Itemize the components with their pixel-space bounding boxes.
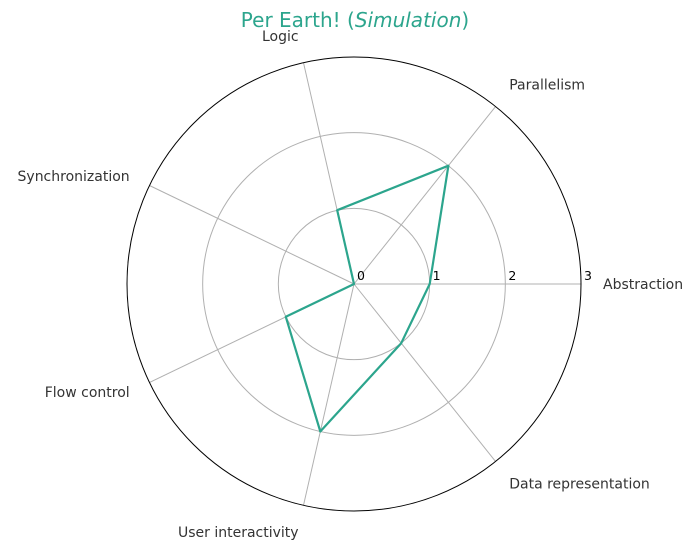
axis-label-flow-control: Flow control [45, 385, 130, 401]
axis-label-logic: Logic [262, 29, 299, 45]
chart-title-close: ) [461, 8, 469, 32]
chart-title-main: Per Earth! ( [241, 8, 355, 32]
series-layer [284, 164, 450, 433]
axis-label-user-interactivity: User interactivity [178, 525, 299, 541]
axis-label-abstraction: Abstraction [603, 277, 683, 293]
axis-label-parallelism: Parallelism [509, 77, 585, 93]
series-line-0 [284, 164, 450, 433]
label-layer: 0 1 2 3 Abstraction Parallelism Logic Synchroni… [18, 29, 684, 541]
outer-frame [126, 56, 582, 512]
r-tick-label-0: 0 [357, 268, 365, 283]
r-tick-label-3: 3 [584, 268, 592, 283]
chart-title-italic: Simulation [355, 8, 462, 32]
axis-label-synchronization: Synchronization [18, 169, 130, 185]
r-tick-label-2: 2 [508, 268, 516, 283]
r-tick-label-1: 1 [433, 268, 441, 283]
spoke-data-representation [353, 283, 496, 462]
axis-label-data-representation: Data representation [509, 477, 650, 493]
spoke-synchronization [149, 185, 355, 285]
spoke-parallelism [353, 106, 496, 285]
spoke-user-interactivity [303, 283, 355, 506]
chart-title: Per Earth! (Simulation) [241, 8, 469, 32]
grid-circle-2 [202, 132, 506, 436]
